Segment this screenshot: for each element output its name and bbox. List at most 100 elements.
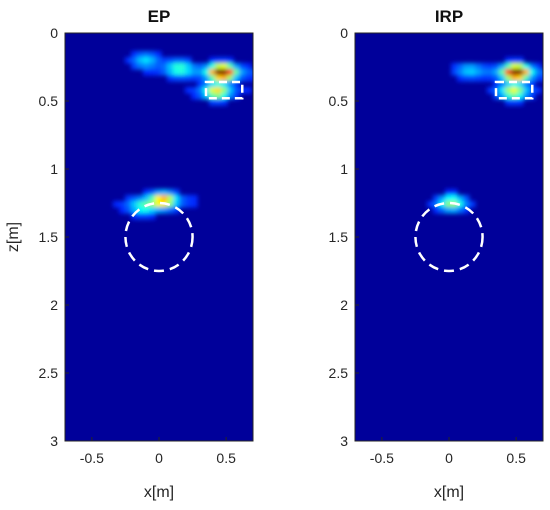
heatmap-cell <box>173 75 180 82</box>
y-tick-label: 1.5 <box>329 229 349 245</box>
heatmap-cell <box>433 195 440 202</box>
heatmap-cell <box>517 81 524 88</box>
heatmap-cell <box>227 63 234 70</box>
heatmap-cell <box>517 63 524 70</box>
heatmap-cell <box>131 51 138 58</box>
heatmap-cell <box>203 63 210 70</box>
heatmap-cell <box>451 69 458 76</box>
heatmap-cell <box>173 69 180 76</box>
heatmap-cell <box>239 75 246 82</box>
heatmap-cell <box>493 69 500 76</box>
heatmap-cell <box>511 99 518 106</box>
heatmap-cell <box>541 69 543 76</box>
heatmap-cell <box>529 81 536 88</box>
heatmap-cell <box>149 63 156 70</box>
heatmap-cell <box>493 93 500 100</box>
y-tick-label: 1 <box>340 161 348 177</box>
heatmap-cell <box>233 87 240 94</box>
heatmap-cell <box>457 201 464 208</box>
heatmap-cell <box>469 63 476 70</box>
heatmap-cell <box>161 69 168 76</box>
heatmap-cell <box>173 195 180 202</box>
heatmap-cell <box>535 63 542 70</box>
heatmap-cell <box>523 69 530 76</box>
heatmap-cell <box>155 201 162 208</box>
heatmap-cell <box>221 63 228 70</box>
heatmap-cell <box>185 195 192 202</box>
heatmap-cell <box>143 69 150 76</box>
heatmap-cell <box>451 195 458 202</box>
heatmap-cell <box>155 69 162 76</box>
heatmap-cell <box>137 201 144 208</box>
panel-ep: EP -0.5 0 0.5 0 0.5 1 1.5 2 2.5 3 x[m] z[m] <box>5 7 254 501</box>
heatmap-cell <box>179 75 186 82</box>
heatmap-cell <box>131 63 138 70</box>
heatmap-cell <box>131 207 138 214</box>
heatmap-cell <box>125 57 132 64</box>
heatmap-cell <box>227 57 234 64</box>
x-tick-label: -0.5 <box>80 450 104 466</box>
heatmap-cell <box>209 75 216 82</box>
panel-irp: IRP -0.5 0 0.5 0 0.5 1 1.5 2 2.5 3 x[m] <box>329 7 544 501</box>
heatmap-cell <box>149 213 156 220</box>
heatmap-cell <box>227 81 234 88</box>
heatmap-cell <box>445 207 452 214</box>
heatmap-cell <box>463 201 470 208</box>
y-tick-label: 2.5 <box>329 365 349 381</box>
heatmap-cell <box>185 201 192 208</box>
heatmap-cell <box>131 57 138 64</box>
heatmap-cell <box>517 69 524 76</box>
heatmap-cell <box>481 63 488 70</box>
heatmap-cell <box>463 69 470 76</box>
heatmap-cell <box>517 75 524 82</box>
heatmap-cell <box>191 195 198 202</box>
heatmap-cell <box>239 69 246 76</box>
heatmap-cell <box>463 195 470 202</box>
heatmap-cell <box>227 69 234 76</box>
heatmap-cell <box>143 57 150 64</box>
heatmap-cell <box>137 213 144 220</box>
heatmap-cell <box>499 81 506 88</box>
heatmap-cell <box>209 81 216 88</box>
heatmap-cell <box>185 63 192 70</box>
heatmap-cell <box>529 75 536 82</box>
heatmap-cell <box>227 93 234 100</box>
heatmap-cell <box>215 93 222 100</box>
heatmap-cell <box>511 57 518 64</box>
heatmap-cell <box>523 63 530 70</box>
heatmap-cell <box>155 63 162 70</box>
heatmap-cell <box>227 87 234 94</box>
heatmap-cell <box>209 87 216 94</box>
heatmap-cell <box>203 69 210 76</box>
heatmap-cell <box>179 69 186 76</box>
heatmap-cell <box>505 81 512 88</box>
heatmap-cell <box>505 63 512 70</box>
heatmap-cell <box>167 195 174 202</box>
heatmap-cell <box>173 189 180 196</box>
heatmap-cell <box>197 93 204 100</box>
heatmap-cell <box>535 75 542 82</box>
heatmap-cell <box>215 81 222 88</box>
heatmap-cell <box>215 99 222 106</box>
annotations-ep <box>124 80 244 273</box>
heatmap-cell <box>197 63 204 70</box>
heatmap-cell <box>505 93 512 100</box>
heatmap-cell <box>445 195 452 202</box>
heatmap-cell <box>245 69 252 76</box>
heatmap-cell <box>173 207 180 214</box>
ticks-ep: -0.5 0 0.5 0 0.5 1 1.5 2 2.5 3 <box>39 25 254 466</box>
y-tick-label: 2 <box>50 297 58 313</box>
heatmap-cell <box>499 93 506 100</box>
heatmap-cell <box>493 63 500 70</box>
heatmap-cell <box>457 63 464 70</box>
heatmap-cell <box>197 69 204 76</box>
heatmap-cell <box>125 195 132 202</box>
y-tick-label: 0.5 <box>329 93 349 109</box>
heatmap-cell <box>167 201 174 208</box>
heatmap-cell <box>185 87 192 94</box>
heatmap-cell <box>161 195 168 202</box>
heatmap-cell <box>161 57 168 64</box>
heatmap-cell <box>119 201 126 208</box>
heatmap-cell <box>505 57 512 64</box>
heatmap-cell <box>221 57 228 64</box>
